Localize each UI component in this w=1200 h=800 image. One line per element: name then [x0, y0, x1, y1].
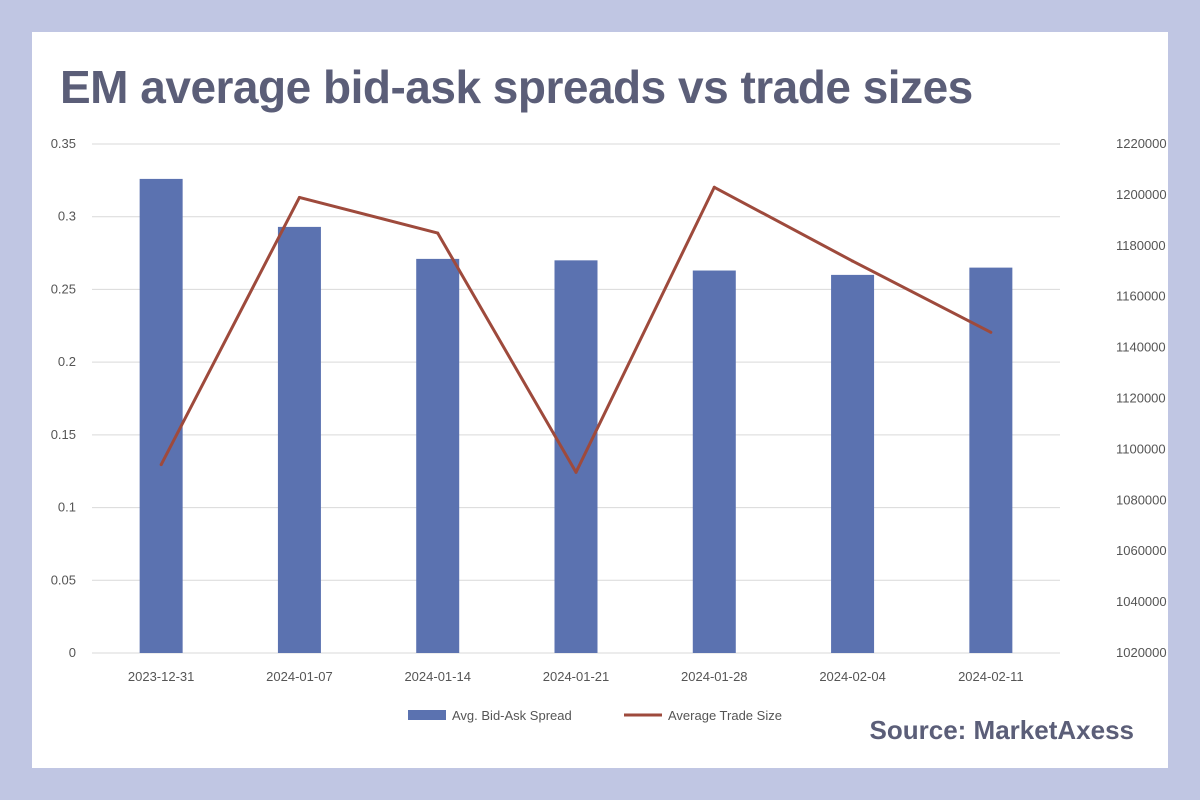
right-tick-label: 1180000 — [1116, 238, 1166, 253]
right-tick-label: 1020000 — [1116, 645, 1167, 660]
chart-title: EM average bid-ask spreads vs trade size… — [60, 61, 973, 113]
legend-swatch-bar — [408, 710, 446, 720]
right-tick-label: 1120000 — [1116, 391, 1166, 406]
right-tick-label: 1060000 — [1116, 543, 1167, 558]
left-tick-label: 0.2 — [58, 354, 76, 369]
right-tick-label: 1100000 — [1116, 441, 1166, 456]
bar-2024-02-04 — [831, 274, 875, 653]
combo-chart: 0 0.05 0.1 0.15 0.2 0.25 0.3 0.35 1020000 104000… — [51, 136, 1167, 723]
line-point-2024-01-14 — [436, 231, 440, 235]
line-point-2023-12-31 — [159, 463, 163, 467]
line-point-2024-01-07 — [297, 195, 301, 199]
left-tick-label: 0.25 — [51, 281, 76, 296]
bar-2024-01-28 — [692, 270, 736, 653]
source-note: Source: MarketAxess — [869, 715, 1134, 745]
line-point-2024-02-04 — [851, 259, 855, 263]
left-tick-label: 0.3 — [58, 209, 76, 224]
left-tick-label: 0 — [69, 645, 76, 660]
x-tick-label: 2024-02-11 — [958, 669, 1024, 684]
x-tick-label: 2024-01-28 — [681, 669, 748, 684]
legend-label-bar: Avg. Bid-Ask Spread — [452, 708, 572, 723]
legend: Avg. Bid-Ask Spread Average Trade Size — [408, 708, 782, 723]
chart-card: 0 0.05 0.1 0.15 0.2 0.25 0.3 0.35 1020000 104000… — [32, 32, 1168, 768]
left-axis-ticks: 0 0.05 0.1 0.15 0.2 0.25 0.3 0.35 — [51, 136, 76, 660]
right-tick-label: 1040000 — [1116, 594, 1167, 609]
x-axis-ticks: 2023-12-31 2024-01-07 2024-01-14 2024-01-21… — [128, 669, 1024, 684]
x-tick-label: 2024-01-21 — [543, 669, 610, 684]
bar-2024-01-07 — [277, 226, 321, 653]
line-series — [159, 185, 993, 474]
right-tick-label: 1080000 — [1116, 492, 1167, 507]
x-tick-label: 2023-12-31 — [128, 669, 195, 684]
left-tick-label: 0.1 — [58, 500, 76, 515]
line-point-2024-02-11 — [989, 330, 993, 334]
left-tick-label: 0.05 — [51, 572, 76, 587]
legend-label-line: Average Trade Size — [668, 708, 782, 723]
left-tick-label: 0.35 — [51, 136, 76, 151]
x-tick-label: 2024-02-04 — [819, 669, 886, 684]
bar-2024-01-21 — [554, 260, 598, 653]
left-tick-label: 0.15 — [51, 427, 76, 442]
line-point-2024-01-28 — [712, 185, 716, 189]
right-tick-label: 1140000 — [1116, 340, 1166, 355]
x-tick-label: 2024-01-07 — [266, 669, 333, 684]
line-point-2024-01-21 — [574, 470, 578, 474]
right-tick-label: 1160000 — [1116, 289, 1166, 304]
bar-2023-12-31 — [139, 178, 183, 653]
x-tick-label: 2024-01-14 — [404, 669, 471, 684]
right-tick-label: 1200000 — [1116, 187, 1167, 202]
right-axis-ticks: 1020000 1040000 1060000 1080000 1100000 11200… — [1116, 136, 1167, 660]
bar-2024-01-14 — [416, 258, 460, 653]
bar-series — [139, 178, 1013, 653]
right-tick-label: 1220000 — [1116, 136, 1167, 151]
